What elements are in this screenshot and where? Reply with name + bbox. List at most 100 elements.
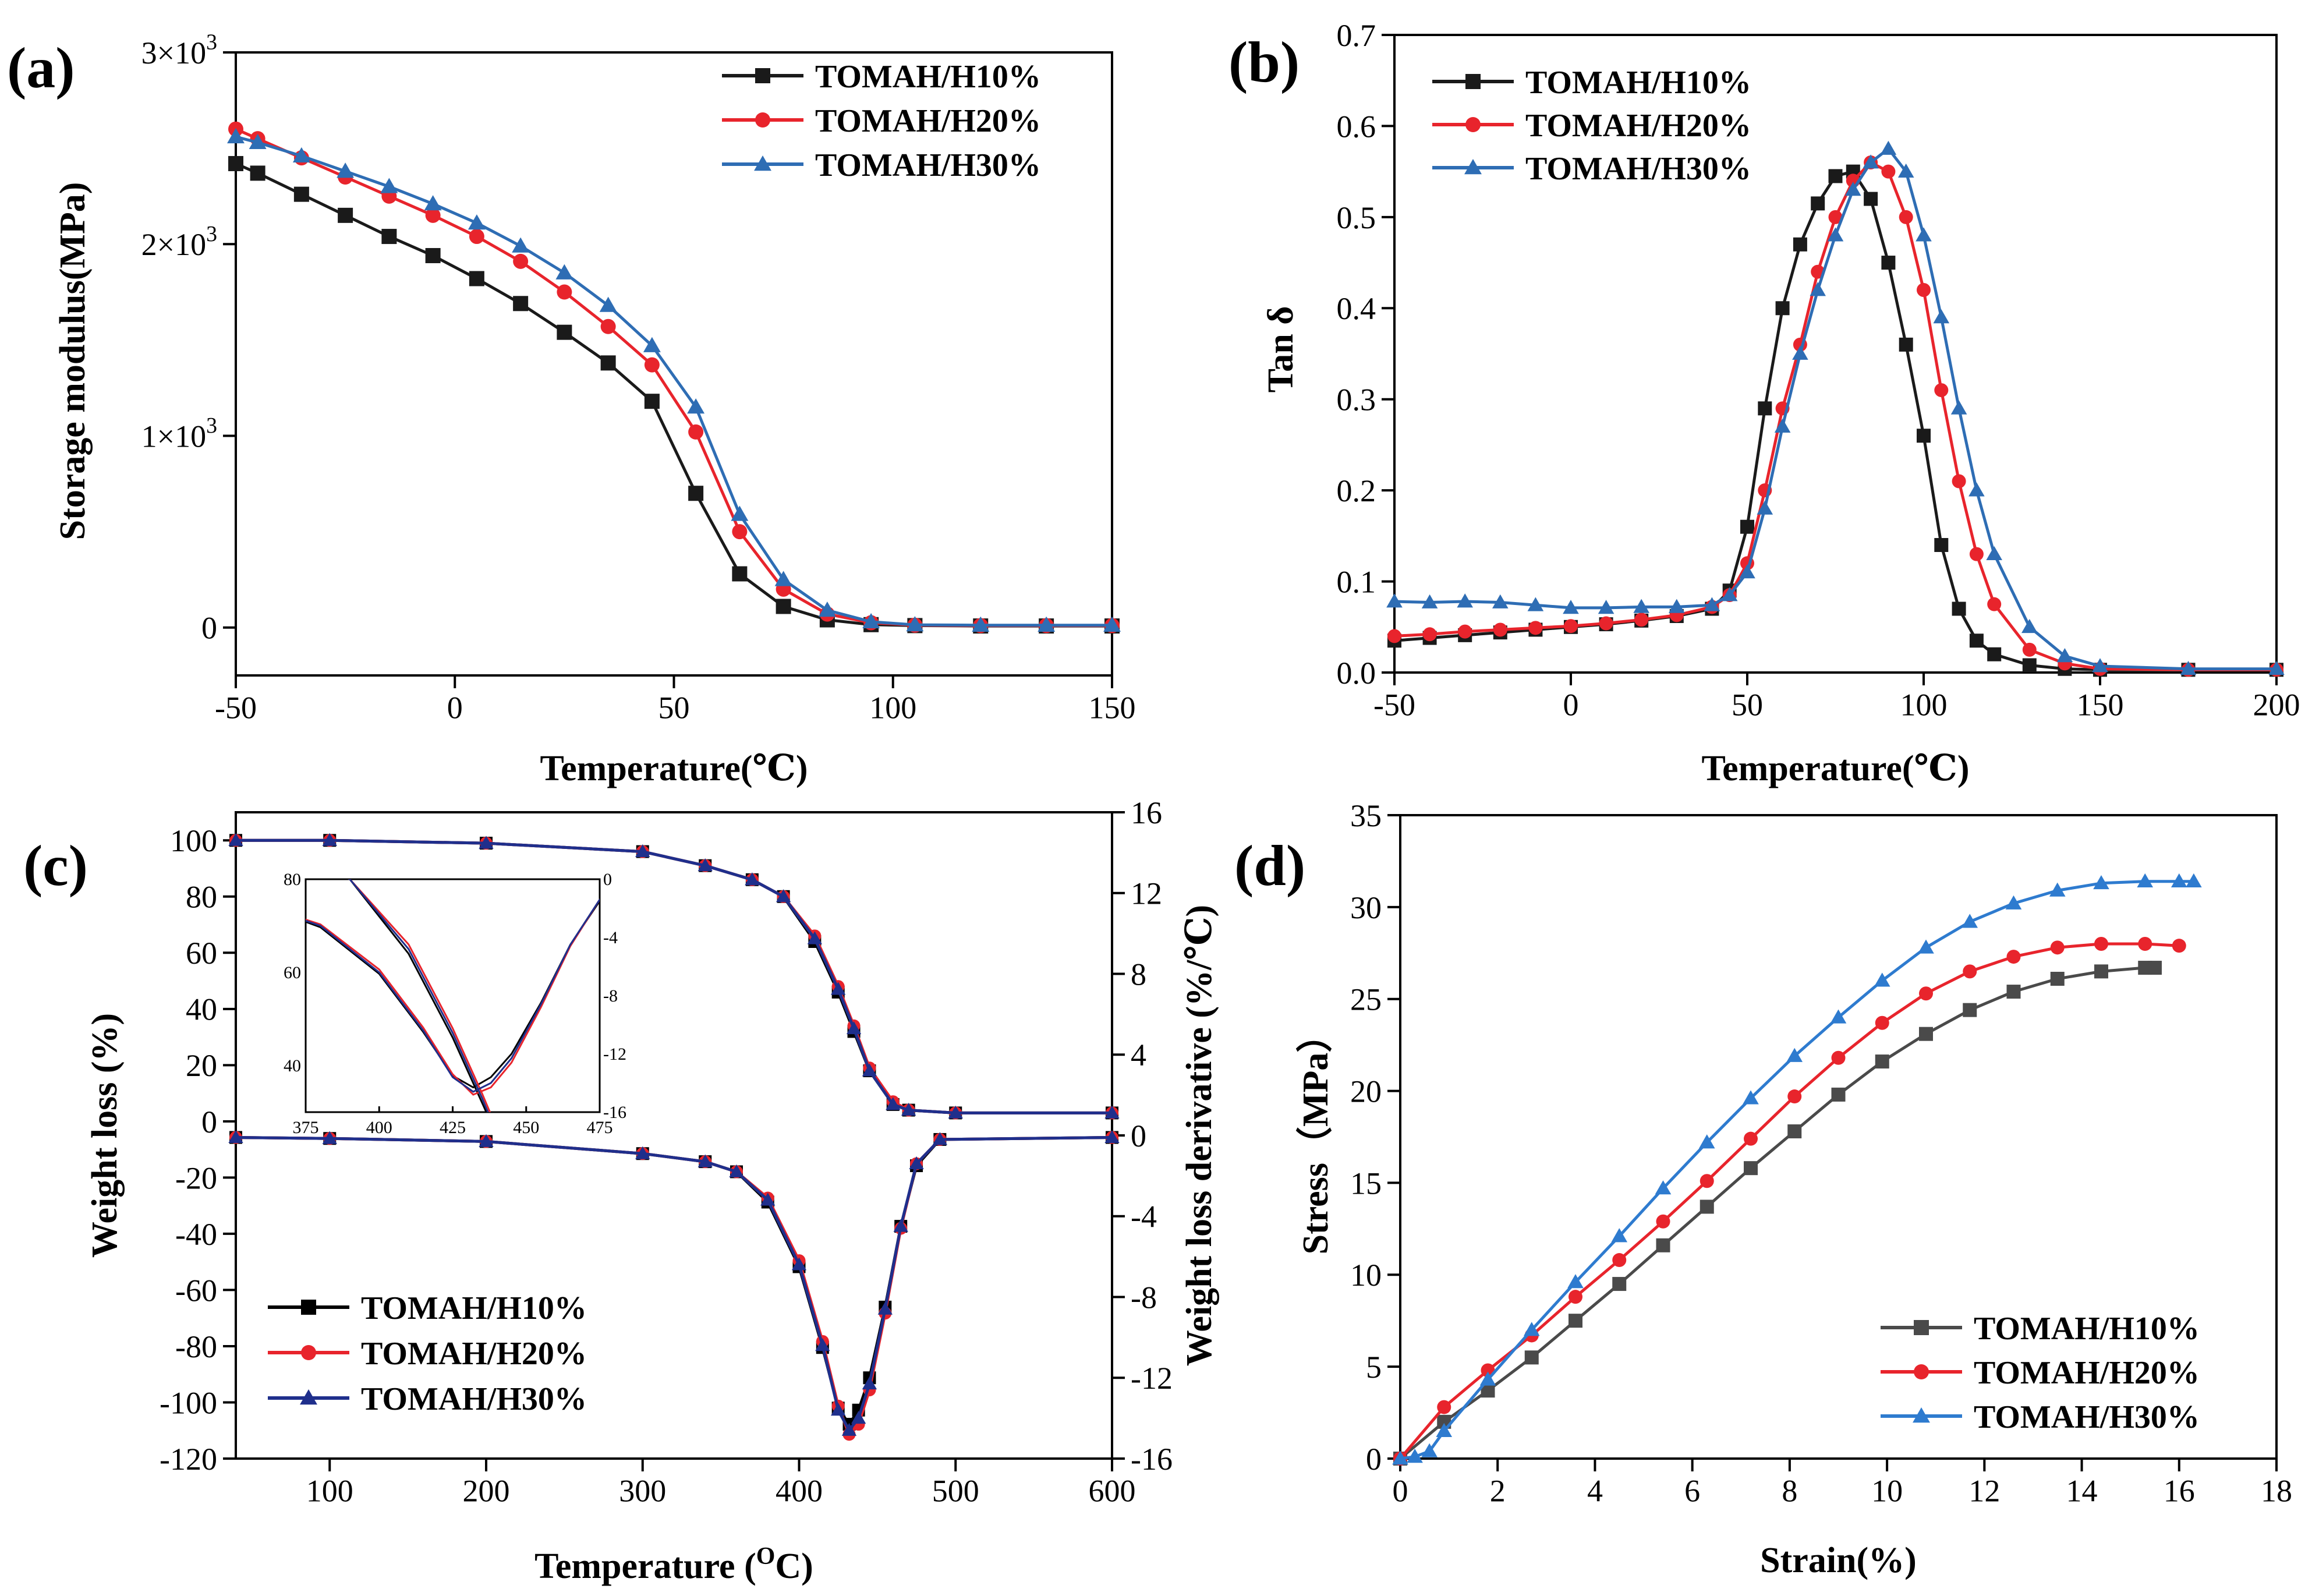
data-point-b: [1828, 169, 1843, 183]
inset-weight-line: [348, 879, 489, 1112]
data-point-a: [599, 296, 617, 312]
inset-x-tick-label: 450: [513, 1118, 539, 1137]
data-point-d: [1655, 1180, 1672, 1195]
y-tick-label-a: 0: [201, 611, 217, 646]
data-point-d: [1743, 1090, 1759, 1105]
y-tick-label-c: 80: [186, 880, 217, 915]
y2-tick-label-c: -8: [1131, 1280, 1157, 1315]
data-point-d: [2172, 939, 2186, 953]
data-point-a: [469, 229, 484, 245]
data-point-a: [732, 524, 748, 540]
data-point-b: [1634, 613, 1649, 627]
y2-tick-label-c: 8: [1131, 957, 1146, 992]
x-tick-label-a: 150: [1089, 690, 1136, 725]
data-point-b: [1775, 301, 1790, 316]
data-point-c: [776, 889, 791, 903]
data-point-a: [380, 178, 398, 193]
inset-y2-tick-label: 0: [603, 870, 612, 889]
data-point-b: [1952, 601, 1966, 616]
inset-y-tick-label: 60: [284, 963, 301, 982]
y2-tick-label-c: -16: [1131, 1442, 1173, 1477]
x-tick-label-d: 12: [1968, 1473, 2000, 1508]
data-point-a: [424, 195, 442, 211]
data-point-b: [1969, 634, 1984, 648]
data-point-c-deriv: [729, 1164, 744, 1177]
data-point-d: [1875, 1015, 1889, 1030]
data-point-c-deriv: [322, 1131, 337, 1144]
data-point-d: [1656, 1238, 1670, 1252]
data-point-d: [1831, 1050, 1846, 1065]
data-point-b: [1917, 283, 1931, 297]
data-point-a: [776, 599, 791, 614]
data-point-c-deriv: [228, 1130, 243, 1143]
data-point-b: [1758, 401, 1772, 416]
data-point-b: [1457, 593, 1473, 608]
data-point-a: [337, 162, 355, 178]
y-tick-label-c: -80: [175, 1329, 217, 1364]
x-axis-label-a: Temperature(℃): [540, 749, 808, 788]
data-point-b: [1950, 400, 1967, 415]
data-point-c-deriv: [831, 1403, 846, 1416]
data-point-d: [1744, 1131, 1758, 1146]
data-point-c-deriv: [815, 1338, 830, 1351]
data-point-d: [2006, 950, 2021, 964]
legend-marker-a: [755, 112, 770, 128]
legend-marker-c: [300, 1389, 317, 1405]
data-point-b: [1563, 600, 1579, 614]
data-point-d: [2049, 882, 2066, 897]
data-point-d: [1437, 1400, 1451, 1414]
legend-label-d: TOMAH/H30%: [1974, 1399, 2200, 1435]
x-tick-label-a: 0: [447, 690, 463, 725]
data-point-b: [1827, 227, 1844, 242]
y-tick-label-b: 0.4: [1337, 291, 1376, 326]
series-line-b: [1394, 170, 2276, 671]
y-tick-label-d: 5: [1366, 1350, 1382, 1385]
data-point-b: [1492, 594, 1509, 608]
y-tick-label-b: 0.7: [1337, 18, 1376, 53]
data-point-b: [1934, 538, 1949, 552]
data-point-d: [1392, 1450, 1408, 1465]
panel-b: -50 0 50 100 150 200 0.0 0.1 0.2 0.3 0.4 0.5 0.6 0.7 T…: [1228, 18, 2300, 788]
x-tick-label-b: -50: [1373, 687, 1415, 722]
data-point-d: [1698, 1134, 1715, 1149]
data-point-c: [862, 1063, 877, 1077]
data-point-b: [1792, 345, 1808, 360]
data-point-c: [886, 1097, 901, 1110]
x-tick-label-b: 0: [1563, 687, 1579, 722]
data-point-c-deriv: [1104, 1130, 1120, 1143]
series-line-a: [235, 135, 1112, 627]
legend-marker-a: [754, 155, 771, 171]
y-tick-label-c: -120: [160, 1442, 217, 1477]
data-point-d: [1874, 972, 1890, 987]
y-tick-label-c: -100: [160, 1385, 217, 1420]
data-point-b: [1845, 182, 1861, 196]
data-point-c-deriv: [909, 1156, 924, 1170]
panel-label-d: (d): [1234, 833, 1305, 898]
y2-tick-label-c: 4: [1131, 1038, 1146, 1073]
data-point-b: [1811, 196, 1825, 211]
data-point-c-deriv: [791, 1257, 807, 1271]
data-point-b: [1916, 227, 1932, 242]
inset-y-tick-label: 40: [284, 1056, 301, 1075]
data-point-b: [1934, 383, 1949, 398]
data-point-b: [1810, 282, 1826, 296]
x-tick-label-a: 100: [869, 690, 916, 725]
legend-marker-b: [1465, 74, 1481, 89]
x-tick-label-d: 10: [1871, 1473, 1903, 1508]
inset-plot: [306, 879, 600, 1112]
data-point-c: [846, 1021, 862, 1035]
x-axis-label-c: Temperature (OC): [534, 1543, 813, 1586]
data-point-a: [513, 253, 529, 269]
data-point-d: [1918, 939, 1934, 954]
data-point-d: [2094, 964, 2108, 979]
data-point-d: [2005, 895, 2022, 910]
data-point-a: [862, 613, 880, 629]
y-tick-label-a: 3×103: [141, 30, 217, 70]
legend-label-c: TOMAH/H20%: [361, 1336, 587, 1372]
axes-frame-d: [1399, 814, 2278, 1460]
inset-weight-line: [348, 879, 487, 1112]
y2-tick-label-c: 0: [1131, 1119, 1146, 1153]
inset-x-tick-label: 400: [366, 1118, 392, 1137]
y-tick-label-b: 0.1: [1337, 564, 1376, 599]
legend-marker-c: [301, 1345, 316, 1360]
